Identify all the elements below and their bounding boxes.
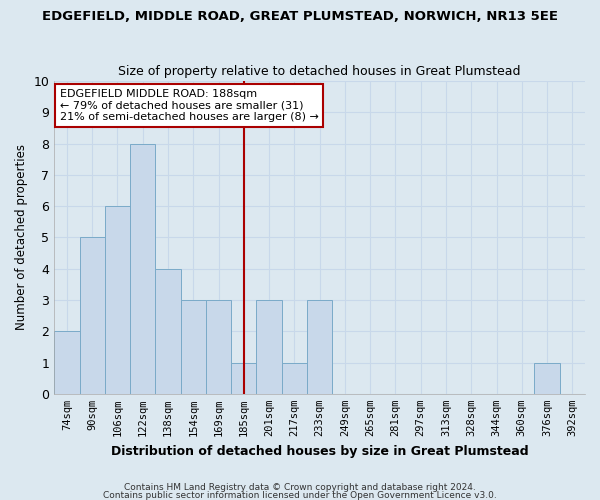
Bar <box>231 362 256 394</box>
Bar <box>181 300 206 394</box>
Bar <box>307 300 332 394</box>
Text: Contains HM Land Registry data © Crown copyright and database right 2024.: Contains HM Land Registry data © Crown c… <box>124 484 476 492</box>
Bar <box>535 362 560 394</box>
Title: Size of property relative to detached houses in Great Plumstead: Size of property relative to detached ho… <box>118 66 521 78</box>
Bar <box>80 238 105 394</box>
X-axis label: Distribution of detached houses by size in Great Plumstead: Distribution of detached houses by size … <box>111 444 529 458</box>
Bar <box>130 144 155 394</box>
Bar <box>155 268 181 394</box>
Bar <box>105 206 130 394</box>
Text: EDGEFIELD, MIDDLE ROAD, GREAT PLUMSTEAD, NORWICH, NR13 5EE: EDGEFIELD, MIDDLE ROAD, GREAT PLUMSTEAD,… <box>42 10 558 23</box>
Text: EDGEFIELD MIDDLE ROAD: 188sqm
← 79% of detached houses are smaller (31)
21% of s: EDGEFIELD MIDDLE ROAD: 188sqm ← 79% of d… <box>59 89 319 122</box>
Bar <box>256 300 282 394</box>
Bar <box>54 332 80 394</box>
Bar <box>206 300 231 394</box>
Bar <box>282 362 307 394</box>
Text: Contains public sector information licensed under the Open Government Licence v3: Contains public sector information licen… <box>103 490 497 500</box>
Y-axis label: Number of detached properties: Number of detached properties <box>15 144 28 330</box>
